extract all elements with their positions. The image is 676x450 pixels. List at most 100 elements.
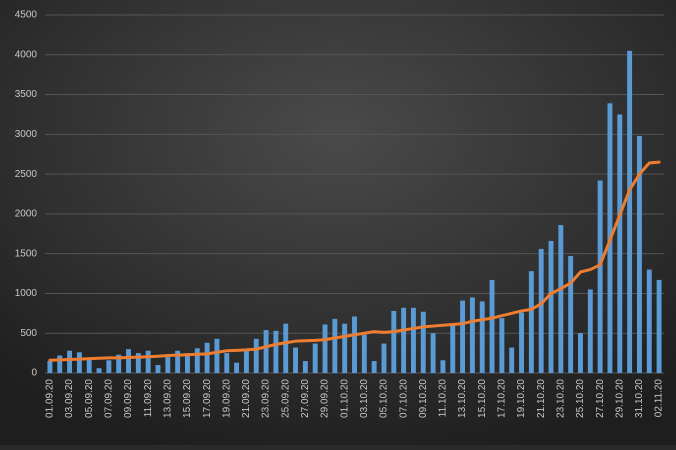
bar [509, 347, 515, 373]
x-tick-label: 29.10.20 [614, 379, 625, 418]
bar [489, 279, 495, 373]
x-tick-label: 25.10.20 [575, 379, 586, 418]
bar [57, 355, 63, 373]
x-tick-label: 27.09.20 [300, 379, 311, 418]
y-tick-label: 1000 [15, 288, 38, 299]
bar [135, 353, 141, 373]
bar [106, 360, 112, 373]
x-tick-label: 19.10.20 [516, 379, 527, 418]
bar [578, 333, 583, 373]
bar [469, 297, 475, 373]
x-tick-label: 27.10.20 [595, 379, 606, 418]
bar [646, 269, 652, 373]
x-tick-label: 17.10.20 [497, 379, 508, 418]
x-tick-label: 01.10.20 [339, 379, 350, 418]
bar [76, 352, 82, 373]
x-tick-label: 25.09.20 [280, 379, 291, 418]
x-tick-label: 07.09.20 [104, 379, 115, 418]
x-tick-label: 05.09.20 [84, 379, 95, 418]
bar [86, 359, 92, 373]
bar [391, 310, 397, 373]
bar [67, 350, 73, 373]
bar [302, 361, 308, 373]
bar [597, 180, 603, 373]
bar [253, 338, 259, 373]
bar [322, 324, 328, 373]
bar [361, 334, 367, 373]
bar [273, 330, 279, 373]
bar [538, 248, 544, 373]
x-tick-label: 09.10.20 [418, 379, 429, 418]
x-tick-label: 17.09.20 [202, 379, 213, 418]
x-tick-label: 03.10.20 [359, 379, 370, 418]
bar [479, 301, 485, 373]
bar [410, 307, 416, 373]
y-tick-label: 2000 [15, 209, 38, 220]
bar [430, 333, 436, 373]
bar [165, 357, 171, 373]
bar [558, 225, 564, 373]
bar [401, 307, 407, 373]
bar [568, 256, 574, 373]
y-tick-label: 500 [20, 328, 37, 339]
x-tick-label: 03.09.20 [64, 379, 75, 418]
bar [293, 347, 299, 373]
bar [283, 323, 289, 373]
y-tick-label: 4500 [15, 10, 38, 21]
bar [155, 365, 161, 373]
x-tick-label: 15.09.20 [182, 379, 193, 418]
bar [528, 271, 534, 373]
line [48, 160, 661, 362]
x-tick-label: 31.10.20 [634, 379, 645, 418]
bar [548, 240, 554, 373]
y-tick-label: 3000 [15, 129, 38, 140]
bar [243, 350, 249, 373]
x-tick-label: 23.10.20 [555, 379, 566, 418]
bar [381, 343, 387, 373]
y-tick-label: 1500 [15, 248, 38, 259]
bar [194, 348, 200, 373]
bar [371, 361, 377, 373]
bar [126, 349, 131, 373]
bar [47, 361, 53, 373]
bar [224, 353, 230, 373]
x-tick-label: 11.09.20 [143, 379, 154, 418]
y-tick-label: 2500 [15, 169, 38, 180]
x-tick-label: 02.11.20 [654, 379, 665, 418]
x-tick-label: 01.09.20 [45, 379, 56, 418]
bar [519, 312, 524, 373]
bar [656, 279, 662, 373]
bar [460, 300, 466, 373]
bar [214, 338, 220, 373]
bar [587, 289, 593, 373]
bar [96, 368, 102, 373]
bar [617, 114, 623, 373]
y-tick-label: 0 [31, 368, 37, 379]
bar [440, 360, 446, 373]
bar [185, 353, 190, 373]
bar [204, 342, 210, 373]
x-tick-label: 23.09.20 [261, 379, 272, 418]
bar [332, 318, 338, 373]
x-tick-label: 13.10.20 [457, 379, 468, 418]
bar [342, 323, 348, 373]
x-tick-label: 13.09.20 [162, 379, 173, 418]
bar [352, 316, 357, 373]
x-tick-label: 29.09.20 [320, 379, 331, 418]
x-tick-label: 11.10.20 [438, 379, 449, 418]
bar [627, 50, 633, 374]
y-tick-label: 4000 [15, 49, 38, 60]
bar [499, 318, 505, 373]
x-tick-label: 09.09.20 [123, 379, 134, 418]
x-tick-label: 21.10.20 [536, 379, 547, 418]
bar [263, 330, 269, 373]
bar [175, 350, 181, 373]
bar [450, 323, 456, 373]
bar [234, 362, 240, 373]
x-tick-label: 05.10.20 [379, 379, 390, 418]
bar [145, 350, 151, 373]
bar [312, 343, 318, 373]
bar [116, 354, 122, 373]
